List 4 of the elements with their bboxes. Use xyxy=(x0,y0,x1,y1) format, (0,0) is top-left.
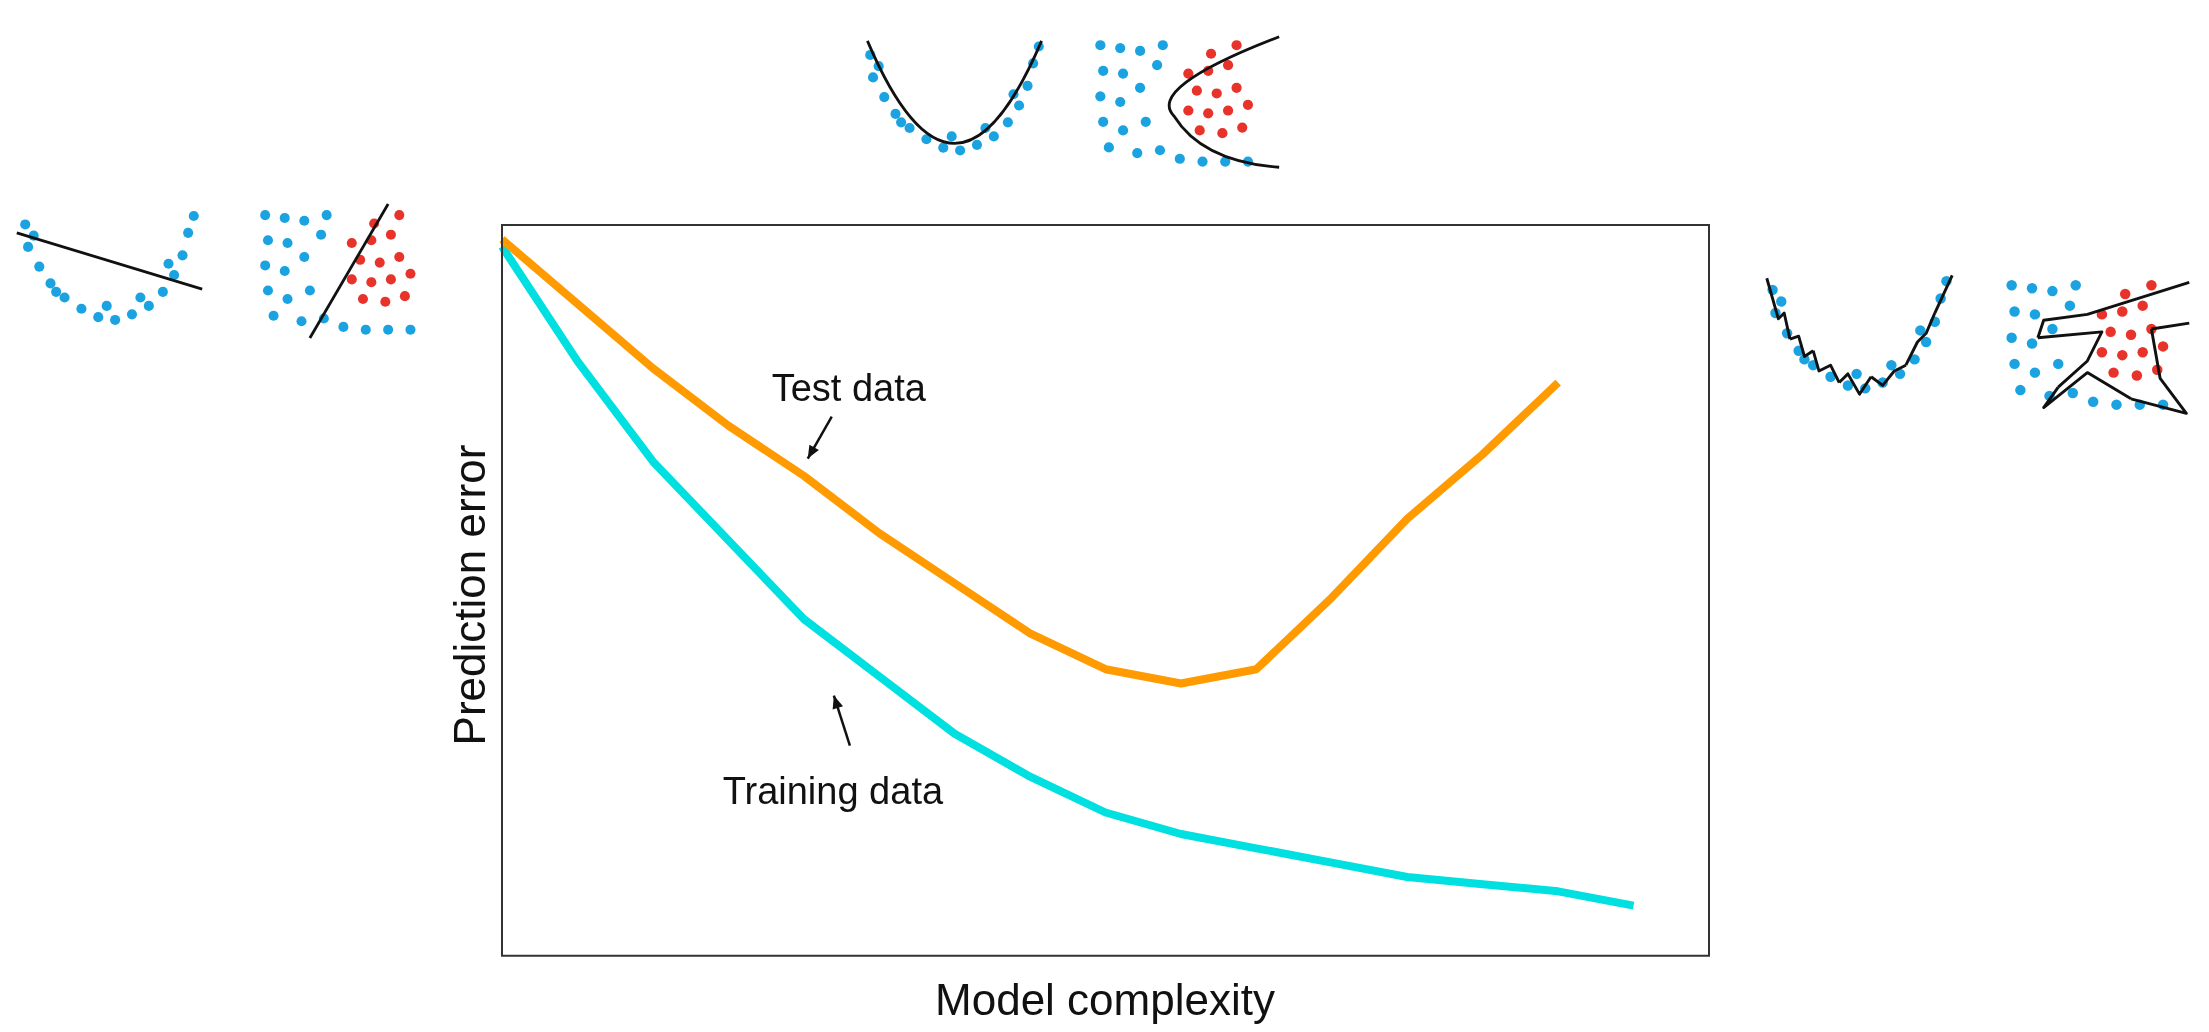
annotation: Training data xyxy=(722,770,944,813)
x-axis-title: Model complexity xyxy=(935,975,1275,1025)
y-axis-title: Prediction error xyxy=(445,444,495,746)
annotation: Test data xyxy=(771,367,927,410)
